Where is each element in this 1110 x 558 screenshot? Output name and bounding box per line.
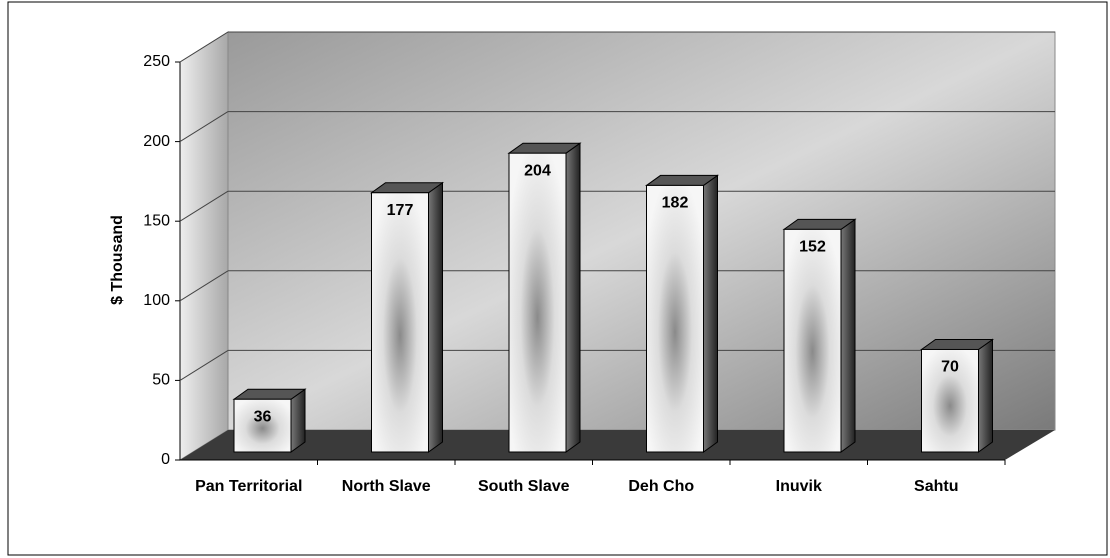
bar-side	[840, 218, 856, 453]
y-tick-label: 100	[143, 292, 170, 309]
x-tick-label: North Slave	[341, 478, 431, 495]
y-tick-label: 50	[152, 372, 170, 389]
bar	[508, 152, 567, 453]
grid-line	[179, 270, 229, 302]
chart-border	[7, 1, 1108, 556]
side-wall	[179, 31, 229, 461]
data-label: 152	[799, 239, 826, 256]
bar	[233, 398, 292, 453]
y-tick-label: 0	[161, 451, 170, 468]
y-tick-label: 250	[143, 53, 170, 70]
bar-side	[978, 338, 993, 453]
x-tick-label: South Slave	[477, 478, 570, 495]
data-label: 177	[387, 202, 414, 219]
bar	[371, 192, 429, 453]
data-label: 70	[941, 359, 959, 376]
x-tick-label: Sahtu	[914, 478, 959, 495]
x-tick-label: Pan Territorial	[195, 478, 303, 495]
data-label: 36	[254, 408, 272, 425]
y-tick-label: 150	[143, 212, 170, 229]
x-tick-label: Deh Cho	[628, 478, 695, 495]
bar	[783, 228, 842, 453]
bar-side	[428, 181, 443, 453]
bar	[921, 348, 979, 453]
grid-line	[179, 349, 229, 381]
grid-line	[179, 190, 229, 222]
grid-line	[179, 111, 229, 143]
bar-side	[565, 142, 581, 453]
bar-side	[703, 174, 718, 453]
data-label: 204	[524, 162, 551, 179]
y-axis-title: $ Thousand	[109, 215, 126, 305]
x-tick-label: Inuvik	[775, 478, 822, 495]
grid-line	[179, 31, 229, 63]
bar-side	[290, 388, 306, 453]
y-tick-label: 200	[143, 133, 170, 150]
bar	[646, 184, 704, 453]
data-label: 182	[662, 195, 689, 212]
